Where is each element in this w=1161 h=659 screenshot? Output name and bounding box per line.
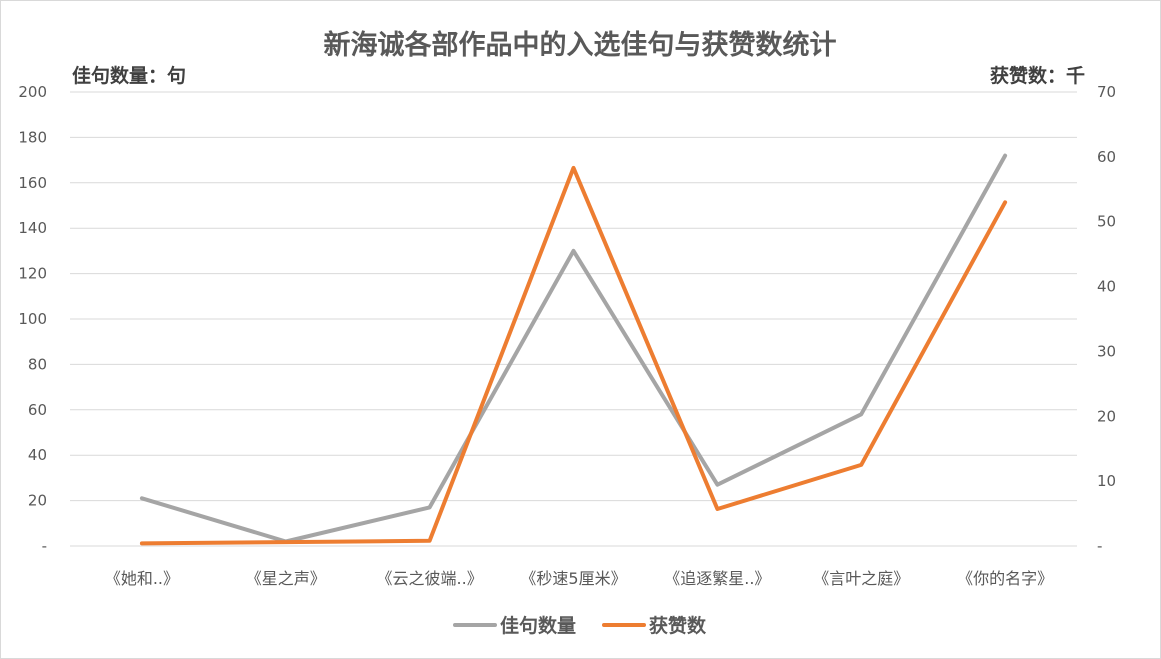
y2-tick-label: 50: [1097, 213, 1116, 231]
y-tick-label: 180: [18, 128, 47, 146]
y2-axis-label: 获赞数：千: [990, 64, 1085, 87]
y-axis-label: 佳句数量：句: [72, 64, 186, 87]
y-tick-label: -: [42, 537, 47, 555]
y2-tick-label: -: [1097, 537, 1102, 555]
y-tick-label: 80: [28, 355, 47, 373]
legend-label: 获赞数: [649, 614, 707, 637]
y-tick-label: 40: [28, 446, 47, 464]
series-line-2: [139, 165, 1008, 546]
x-tick-label: 《追逐繁星..》: [664, 569, 770, 588]
y2-tick-label: 60: [1097, 148, 1116, 166]
y2-tick-label: 10: [1097, 472, 1116, 490]
y2-tick-label: 40: [1097, 278, 1116, 296]
legend-item: 获赞数: [602, 614, 707, 637]
legend-item: 佳句数量: [453, 614, 576, 637]
x-tick-label: 《你的名字》: [957, 569, 1053, 588]
y-tick-label: 60: [28, 401, 47, 419]
series-lines: [139, 153, 1008, 546]
legend-label: 佳句数量: [500, 614, 576, 637]
chart-title: 新海诚各部作品中的入选佳句与获赞数统计: [324, 29, 837, 61]
x-tick-label: 《言叶之庭》: [813, 569, 909, 588]
y-tick-label: 100: [18, 310, 47, 328]
y-tick-label: 140: [18, 219, 47, 237]
x-tick-label: 《云之彼端..》: [377, 569, 483, 588]
y-tick-label: 20: [28, 492, 47, 510]
y2-tick-label: 70: [1097, 83, 1116, 101]
x-tick-label: 《星之声》: [246, 569, 326, 588]
gridlines: [70, 91, 1077, 547]
y-tick-label: 120: [18, 265, 47, 283]
y-tick-label: 200: [18, 83, 47, 101]
y-axis-ticks: - 20 40 60 80 100 120 140 160 180 200: [18, 83, 47, 555]
y2-tick-label: 30: [1097, 342, 1116, 360]
legend: 佳句数量 获赞数: [453, 614, 707, 637]
y-tick-label: 160: [18, 174, 47, 192]
y2-axis-ticks: - 10 20 30 40 50 60 70: [1097, 83, 1116, 555]
y2-tick-label: 20: [1097, 407, 1116, 425]
x-tick-label: 《秒速5厘米》: [520, 569, 626, 588]
x-axis-ticks: 《她和..》 《星之声》 《云之彼端..》 《秒速5厘米》 《追逐繁星..》 《言叶之庭》…: [105, 569, 1053, 588]
x-tick-label: 《她和..》: [105, 569, 179, 588]
